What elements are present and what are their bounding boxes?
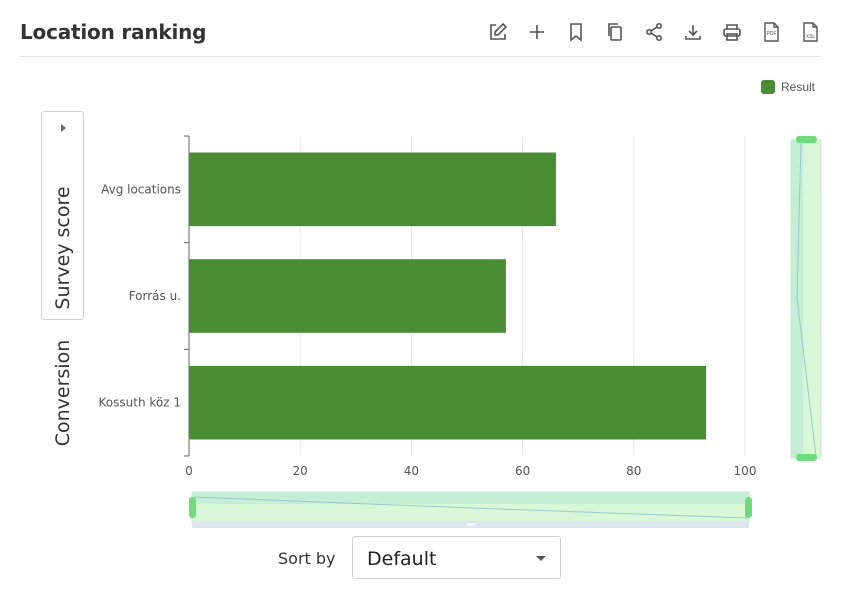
chevron-down-icon — [536, 556, 546, 561]
category-label: Forrás u. — [129, 289, 181, 303]
bar[interactable] — [189, 365, 707, 440]
xsl-icon[interactable]: XSL — [799, 20, 821, 44]
sort-select[interactable]: Default — [352, 536, 561, 579]
horizontal-zoom-grip[interactable] — [467, 523, 475, 526]
download-icon[interactable] — [682, 20, 704, 44]
chart-legend[interactable]: Result — [761, 80, 815, 94]
caret-right-icon[interactable] — [61, 124, 66, 132]
x-tick-label: 40 — [404, 464, 419, 478]
share-icon[interactable] — [643, 20, 665, 44]
bookmark-icon[interactable] — [565, 20, 587, 44]
pdf-icon[interactable]: PDF — [760, 20, 782, 44]
header: Location ranking PDF XSL — [20, 14, 821, 57]
edit-icon[interactable] — [487, 20, 509, 44]
sort-label: Sort by — [278, 549, 336, 568]
vertical-zoom-handle-top[interactable] — [796, 136, 817, 143]
x-tick-label: 100 — [734, 464, 757, 478]
legend-swatch — [761, 80, 775, 94]
bar[interactable] — [189, 259, 506, 333]
horizontal-zoom-shade — [192, 492, 749, 504]
toolbar: PDF XSL — [470, 20, 821, 44]
print-icon[interactable] — [721, 20, 743, 44]
horizontal-zoom-handle-left[interactable] — [189, 497, 196, 518]
page-title: Location ranking — [20, 20, 207, 44]
x-tick-label: 20 — [293, 464, 308, 478]
plus-icon[interactable] — [526, 20, 548, 44]
category-label: Kossuth köz 1 — [99, 396, 181, 410]
category-label: Avg locations — [101, 182, 181, 196]
x-tick-label: 0 — [185, 464, 193, 478]
pdf-icon-text: PDF — [767, 31, 777, 37]
xsl-icon-text: XSL — [806, 34, 816, 40]
vertical-zoom-preview-line — [796, 141, 817, 457]
vertical-zoom-handle-bottom[interactable] — [796, 454, 817, 461]
x-tick-label: 80 — [626, 464, 641, 478]
side-tab-active — [41, 111, 84, 320]
copy-icon[interactable] — [604, 20, 626, 44]
x-tick-label: 60 — [515, 464, 530, 478]
horizontal-zoom-preview-line — [193, 496, 748, 519]
legend-label: Result — [781, 80, 816, 94]
horizontal-zoom-handle-right[interactable] — [745, 497, 752, 518]
bar[interactable] — [189, 152, 556, 227]
sort-select-value: Default — [367, 548, 437, 570]
